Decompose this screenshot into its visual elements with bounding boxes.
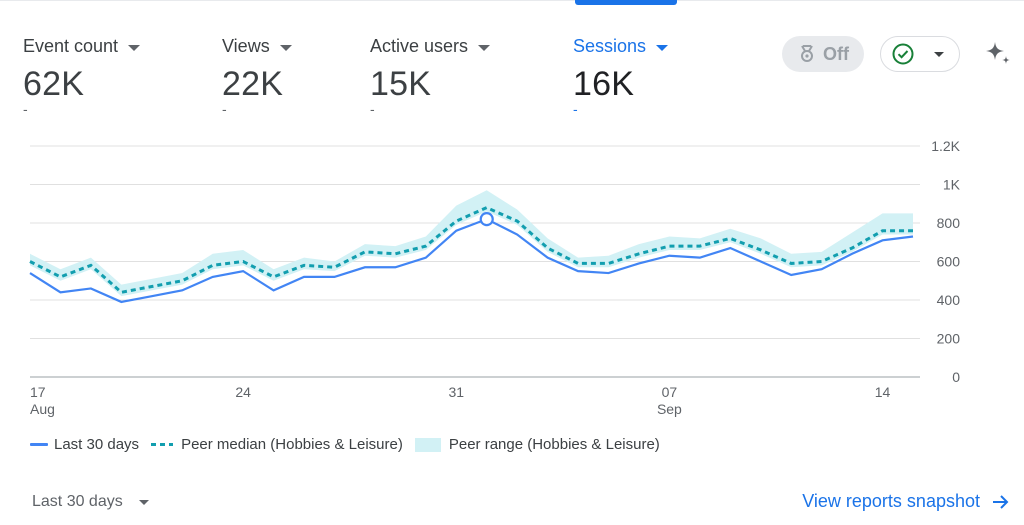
divider: [0, 0, 1024, 1]
y-tick-label: 400: [937, 292, 961, 308]
arrow-right-icon: [993, 494, 1009, 509]
y-tick-label: 200: [937, 331, 961, 347]
y-tick-label: 600: [937, 254, 961, 270]
metric-delta: -: [573, 101, 578, 117]
dashed-line-swatch: [151, 443, 174, 446]
date-range-label: Last 30 days: [32, 493, 123, 510]
metric-value: 22K: [222, 65, 284, 103]
peer-range-band: [30, 190, 913, 297]
legend-label: Peer range (Hobbies & Leisure): [448, 436, 660, 453]
metric-card-views[interactable]: Views 22K -: [222, 36, 292, 116]
peer-range-area: [30, 190, 913, 297]
x-tick-label: 17: [30, 384, 46, 400]
caret-down-icon: [128, 44, 141, 51]
metric-delta: -: [222, 101, 227, 117]
y-tick-label: 1K: [943, 177, 961, 193]
chart-grid: [30, 145, 920, 378]
metric-label: Views: [222, 36, 292, 57]
caret-down-icon: [478, 44, 491, 51]
metric-card-active-users[interactable]: Active users 15K -: [370, 36, 491, 117]
badge-icon: [801, 45, 813, 62]
x-tick-sublabel: Aug: [30, 401, 55, 417]
y-tick-label: 1.2K: [931, 140, 960, 154]
legend-label: Last 30 days: [54, 436, 140, 453]
caret-down-icon: [279, 44, 292, 51]
highlight-marker[interactable]: [479, 212, 494, 227]
chart-series: [29, 205, 914, 304]
metric-value: 16K: [573, 65, 635, 103]
status-dropdown[interactable]: [880, 36, 960, 72]
active-tab-indicator: [575, 0, 677, 5]
metric-card-sessions[interactable]: Sessions 16K -: [573, 36, 669, 117]
area-swatch: [414, 437, 441, 452]
x-tick-label: 24: [235, 384, 251, 400]
toggle-label: Off: [823, 43, 849, 64]
y-tick-label: 0: [952, 369, 960, 385]
metric-label: Sessions: [573, 36, 669, 57]
y-axis-ticks: 0 200 400 600 800 1K 1.2K: [931, 140, 960, 385]
sparkle-icon[interactable]: [982, 38, 1014, 70]
last-30-days-line: [29, 217, 914, 304]
link-label: View reports snapshot: [802, 491, 980, 511]
legend-label: Peer median (Hobbies & Leisure): [181, 436, 403, 453]
x-tick-label: 14: [875, 384, 891, 400]
metric-delta: -: [23, 101, 28, 117]
chart-legend: Last 30 days Peer median (Hobbies & Leis…: [30, 436, 672, 453]
check-circle-icon: [892, 43, 914, 65]
metric-delta: -: [370, 101, 375, 117]
metric-card-event-count[interactable]: Event count 62K -: [23, 36, 141, 117]
metric-label: Active users: [370, 36, 491, 57]
x-tick-label: 31: [448, 384, 464, 400]
metric-value: 15K: [370, 65, 432, 103]
legend-item-peer-median: Peer median (Hobbies & Leisure): [151, 436, 403, 453]
date-range-select[interactable]: Last 30 days: [32, 493, 149, 511]
y-tick-label: 800: [937, 215, 961, 231]
legend-item-peer-range: Peer range (Hobbies & Leisure): [414, 436, 660, 453]
caret-down-icon: [656, 44, 669, 51]
metric-value: 62K: [23, 65, 85, 103]
metric-label: Event count: [23, 36, 141, 57]
x-tick-label: 07: [662, 384, 678, 400]
tab-indicator-bar: [0, 0, 1024, 5]
legend-item-last-30-days: Last 30 days: [30, 436, 139, 453]
solid-line-swatch: [30, 443, 48, 446]
benchmark-toggle[interactable]: Off: [782, 36, 864, 72]
caret-down-icon: [934, 51, 944, 57]
highlight-point: [479, 212, 494, 227]
caret-down-icon: [138, 499, 149, 505]
view-reports-snapshot-link[interactable]: View reports snapshot: [802, 491, 1010, 512]
peer-median-line: [29, 205, 913, 294]
x-tick-sublabel: Sep: [657, 401, 682, 417]
